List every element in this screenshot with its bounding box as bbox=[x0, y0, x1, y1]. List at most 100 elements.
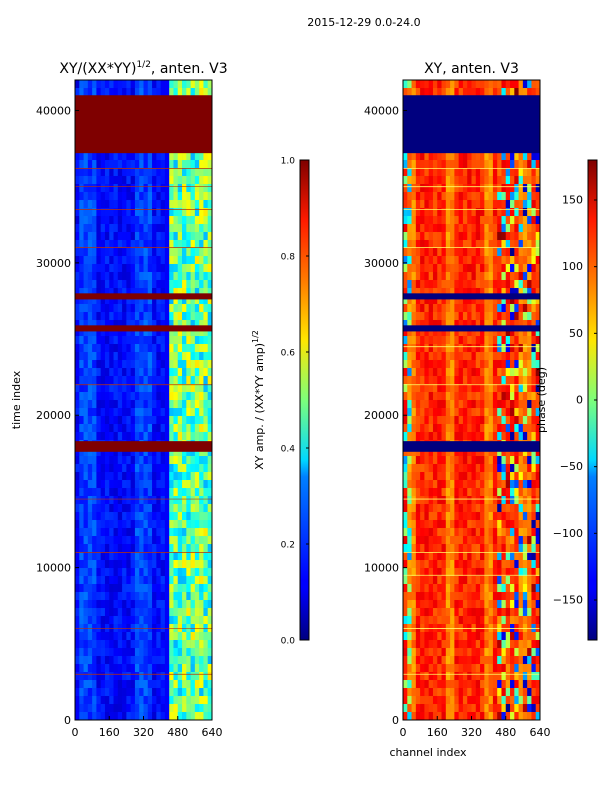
phase-heatmap-cell bbox=[510, 632, 515, 641]
phase-heatmap-cell bbox=[458, 296, 464, 305]
phase-heatmap-cell bbox=[484, 312, 489, 321]
amp-heatmap-cell bbox=[169, 168, 174, 177]
amp-heatmap-cell bbox=[194, 288, 200, 297]
phase-heatmap-cell bbox=[484, 328, 489, 337]
phase-heatmap-cell bbox=[492, 344, 498, 353]
amp-heatmap-cell bbox=[113, 696, 119, 705]
phase-heatmap-cell bbox=[450, 216, 455, 225]
phase-heatmap-cell bbox=[505, 216, 511, 225]
amp-heatmap-cell bbox=[182, 712, 187, 720]
phase-heatmap-cell bbox=[475, 168, 481, 177]
phase-heatmap-cell bbox=[407, 576, 412, 585]
amp-heatmap-cell bbox=[126, 352, 131, 361]
amp-heatmap-cell bbox=[173, 664, 179, 673]
amp-heatmap-cell bbox=[92, 496, 97, 505]
amp-heatmap-cell bbox=[87, 368, 93, 377]
amp-heatmap-cell bbox=[79, 616, 84, 625]
phase-heatmap-cell bbox=[450, 328, 455, 337]
amp-heatmap-cell bbox=[109, 552, 114, 561]
phase-heatmap-cell bbox=[505, 560, 511, 569]
amp-heatmap-cell bbox=[182, 672, 187, 681]
phase-heatmap-cell bbox=[497, 208, 502, 217]
phase-heatmap-cell bbox=[458, 376, 464, 385]
phase-heatmap-cell bbox=[437, 160, 442, 169]
amp-heatmap-cell bbox=[104, 184, 110, 193]
amp-heatmap-cell bbox=[126, 608, 131, 617]
phase-heatmap-cell bbox=[420, 160, 425, 169]
amp-heatmap-cell bbox=[182, 216, 187, 225]
amp-heatmap-cell bbox=[160, 648, 166, 657]
amp-heatmap-cell bbox=[186, 80, 191, 89]
phase-heatmap-cell bbox=[527, 464, 532, 473]
amp-heatmap-cell bbox=[160, 216, 166, 225]
phase-heatmap-cell bbox=[415, 576, 421, 585]
phase-heatmap-cell bbox=[480, 624, 485, 633]
amp-heatmap-cell bbox=[130, 680, 136, 689]
amp-heatmap-cell bbox=[122, 568, 127, 577]
phase-heatmap-cell bbox=[527, 384, 532, 393]
phase-heatmap-cell bbox=[467, 400, 472, 409]
amp-heatmap-cell bbox=[104, 640, 110, 649]
amp-heatmap-cell bbox=[177, 224, 183, 233]
phase-heatmap-cell bbox=[441, 160, 447, 169]
amp-heatmap-cell bbox=[207, 192, 212, 201]
amp-heatmap-cell bbox=[177, 80, 183, 89]
amp-heatmap-cell bbox=[83, 80, 89, 89]
phase-heatmap-cell bbox=[522, 648, 528, 657]
phase-heatmap-cell bbox=[492, 392, 498, 401]
amp-heatmap-cell bbox=[75, 312, 80, 321]
phase-heatmap-cell bbox=[415, 80, 421, 89]
phase-heatmap-cell bbox=[454, 448, 459, 457]
phase-heatmap-cell bbox=[450, 400, 455, 409]
amp-heatmap-cell bbox=[100, 488, 106, 497]
amp-heatmap-cell bbox=[75, 240, 80, 249]
phase-heatmap-cell bbox=[445, 672, 451, 681]
phase-heatmap-cell bbox=[411, 192, 417, 201]
amp-heatmap-cell bbox=[92, 360, 97, 369]
phase-heatmap-cell bbox=[441, 192, 447, 201]
amp-heatmap-cell bbox=[122, 712, 127, 720]
phase-heatmap-cell bbox=[411, 384, 417, 393]
amp-heatmap-cell bbox=[83, 504, 89, 513]
amp-heatmap-cell bbox=[92, 568, 97, 577]
phase-heatmap-cell bbox=[462, 392, 468, 401]
amp-heatmap-cell bbox=[199, 528, 204, 537]
phase-heatmap-cell bbox=[505, 80, 511, 89]
amp-heatmap-cell bbox=[194, 680, 200, 689]
phase-heatmap-cell bbox=[432, 216, 438, 225]
amp-heatmap-cell bbox=[160, 192, 166, 201]
phase-heatmap-cell bbox=[522, 472, 528, 481]
amp-heatmap-cell bbox=[139, 232, 144, 241]
phase-heatmap-cell bbox=[522, 608, 528, 617]
amp-heatmap-cell bbox=[130, 248, 136, 257]
phase-heatmap-cell bbox=[510, 304, 515, 313]
phase-heatmap-cell bbox=[420, 704, 425, 713]
amp-heatmap-cell bbox=[96, 208, 101, 217]
phase-heatmap-cell bbox=[475, 464, 481, 473]
amp-heatmap-cell bbox=[203, 168, 209, 177]
amp-heatmap-cell bbox=[87, 288, 93, 297]
amp-heatmap-cell bbox=[156, 552, 161, 561]
phase-heatmap-cell bbox=[424, 680, 429, 689]
phase-heatmap-cell bbox=[450, 456, 455, 465]
amp-heatmap-cell bbox=[130, 448, 136, 457]
amp-heatmap-cell bbox=[83, 384, 89, 393]
phase-heatmap-cell bbox=[445, 296, 451, 305]
phase-heatmap-cell bbox=[445, 664, 451, 673]
amp-heatmap-cell bbox=[207, 256, 212, 265]
phase-heatmap-cell bbox=[432, 328, 438, 337]
phase-heatmap-cell bbox=[458, 248, 464, 257]
amp-saturated-band bbox=[75, 325, 212, 332]
amp-heatmap-cell bbox=[75, 504, 80, 513]
phase-heatmap-cell bbox=[471, 312, 477, 321]
amp-heatmap-cell bbox=[147, 632, 153, 641]
amp-heatmap-cell bbox=[156, 624, 161, 633]
phase-heatmap-cell bbox=[407, 488, 412, 497]
amp-heatmap-cell bbox=[156, 320, 161, 329]
amp-heatmap-cell bbox=[177, 688, 183, 697]
phase-heatmap-cell bbox=[505, 352, 511, 361]
phase-heatmap-cell bbox=[514, 576, 519, 585]
phase-heatmap-cell bbox=[497, 448, 502, 457]
phase-heatmap-cell bbox=[471, 664, 477, 673]
phase-heatmap-cell bbox=[488, 560, 494, 569]
